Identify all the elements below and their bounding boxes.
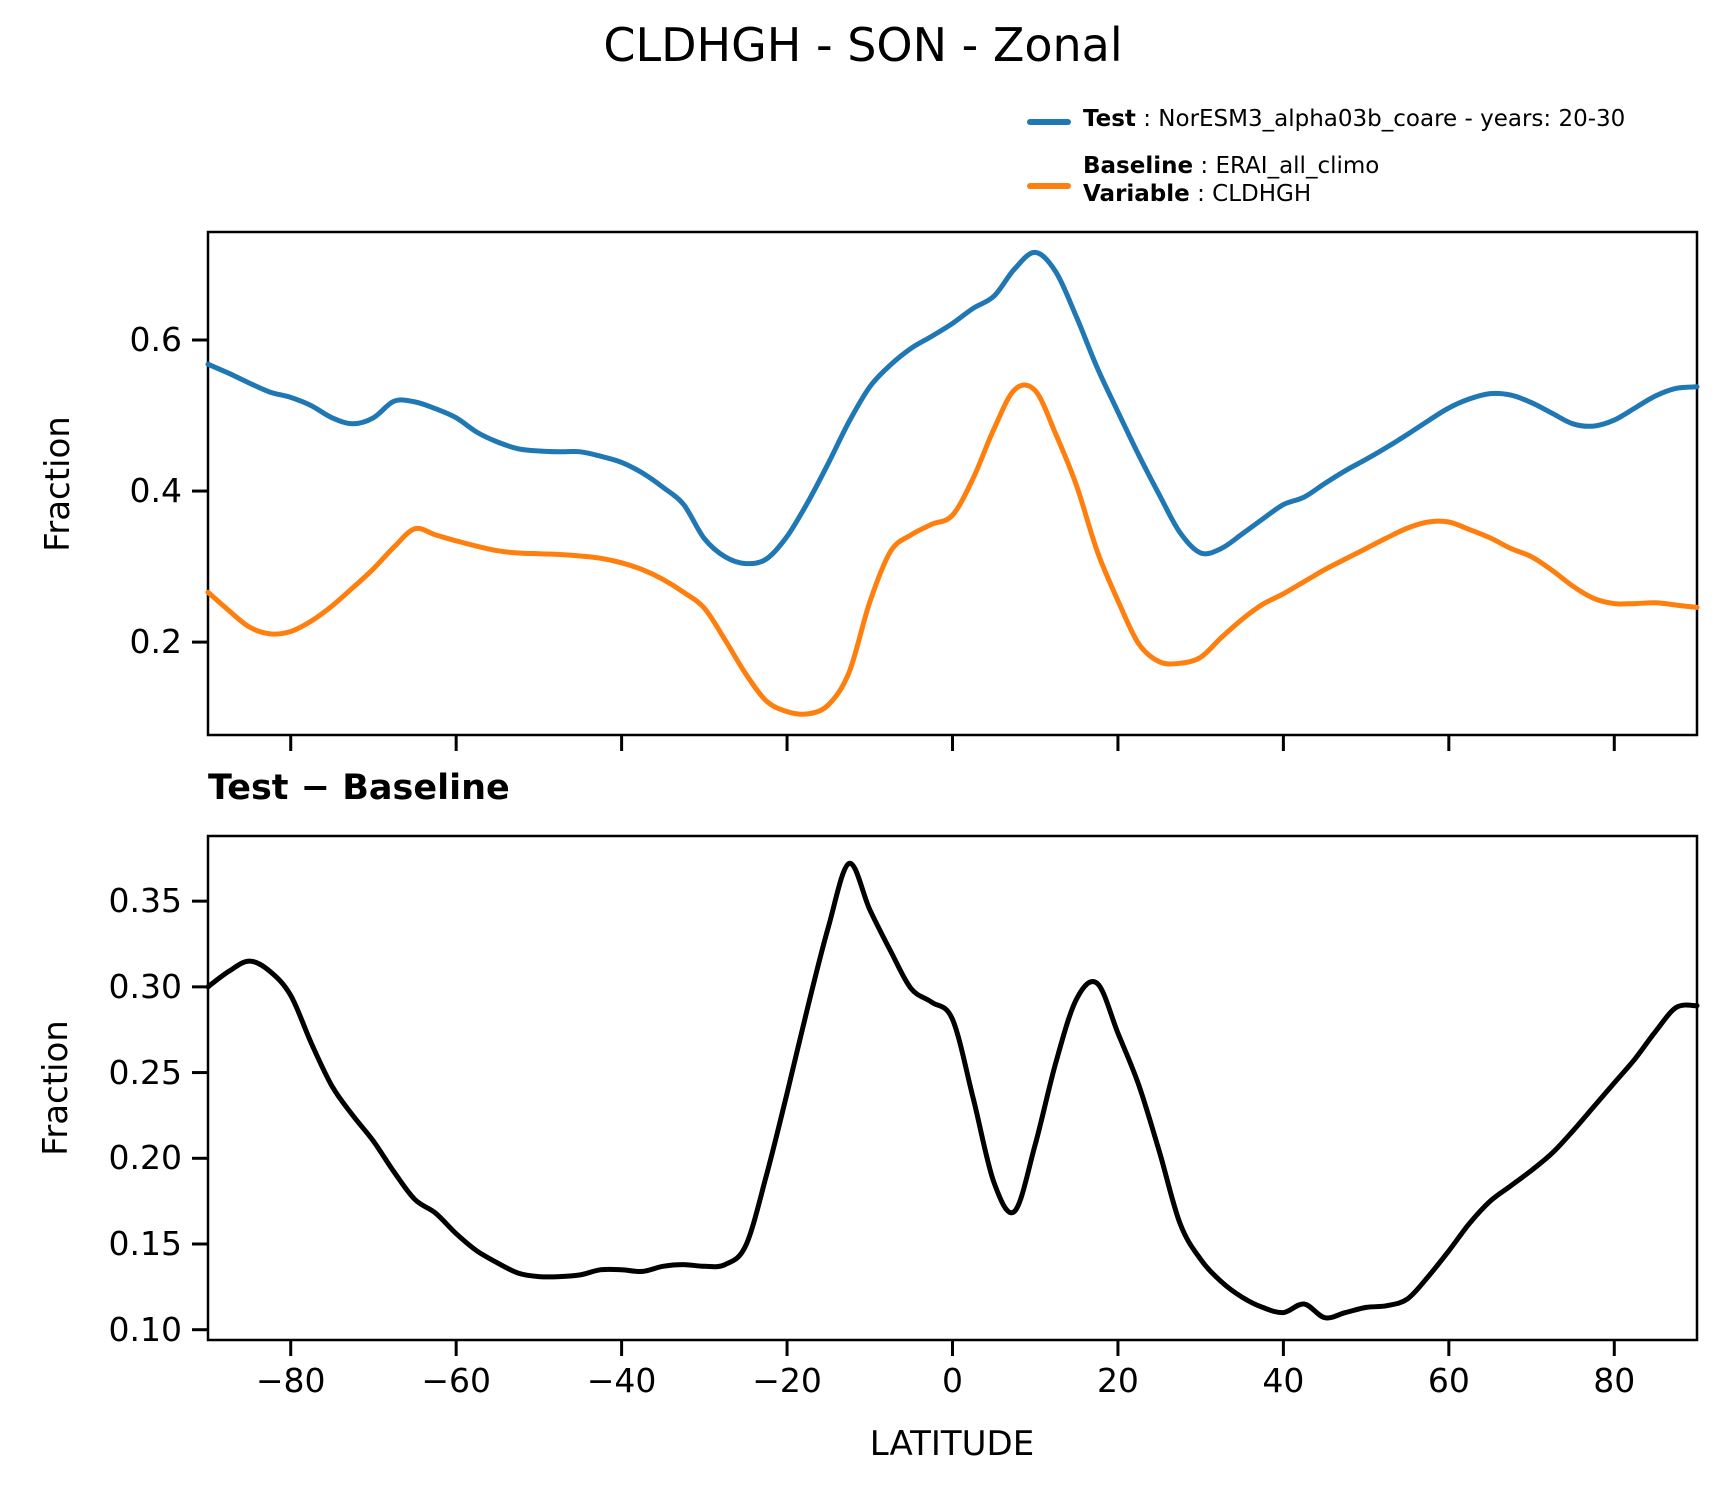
test-line [205,249,1700,567]
y-tick-label: 0.15 [108,1224,182,1263]
legend-item-test: Test : NorESM3_alpha03b_coare - years: 2… [1083,105,1625,133]
subplot-title: Test − Baseline [208,768,510,808]
legend-item-baseline: Baseline : ERAI_all_climo Variable : CLD… [1083,153,1380,207]
x-tick-label: 60 [1427,1361,1470,1400]
y-tick-label: 0.6 [129,320,182,359]
y-tick-label: 0.2 [129,622,182,662]
x-tick-label: 80 [1593,1361,1636,1400]
y-tick-label: 0.30 [108,966,182,1006]
x-tick-label: 0 [942,1361,963,1400]
legend-test-value: NorESM3_alpha03b_coare - years: 20-30 [1158,106,1626,132]
baseline-line-swatch [1027,183,1071,189]
legend-baseline-value: ERAI_all_climo [1215,153,1380,179]
y-tick-label: 0.4 [129,471,182,511]
x-tick-label: −40 [586,1361,657,1400]
legend-variable-value: CLDHGH [1212,181,1312,207]
legend-test-label: Test [1083,106,1136,132]
x-tick-label: −60 [421,1361,491,1400]
legend-variable-label: Variable [1083,181,1190,207]
x-tick-label: −80 [255,1361,326,1400]
x-tick-label: 40 [1262,1361,1305,1400]
y-tick-label: 0.20 [108,1138,182,1178]
legend-separator: : [1135,106,1159,132]
y-tick-label: 0.25 [108,1052,182,1092]
y-tick-label: 0.35 [108,881,182,921]
figure-title: CLDHGH - SON - Zonal [603,18,1123,72]
panel-0-spines [206,230,1699,737]
x-tick-label: −20 [752,1361,822,1400]
panel-1-spines [206,834,1699,1342]
x-axis-label: LATITUDE [869,1424,1035,1464]
legend-baseline-label: Baseline [1083,153,1194,179]
test-line-swatch [1027,119,1071,125]
y-tick-label: 0.10 [108,1309,182,1349]
diff-line [205,860,1700,1321]
x-tick-label: 20 [1096,1361,1139,1400]
baseline-line [205,382,1700,717]
